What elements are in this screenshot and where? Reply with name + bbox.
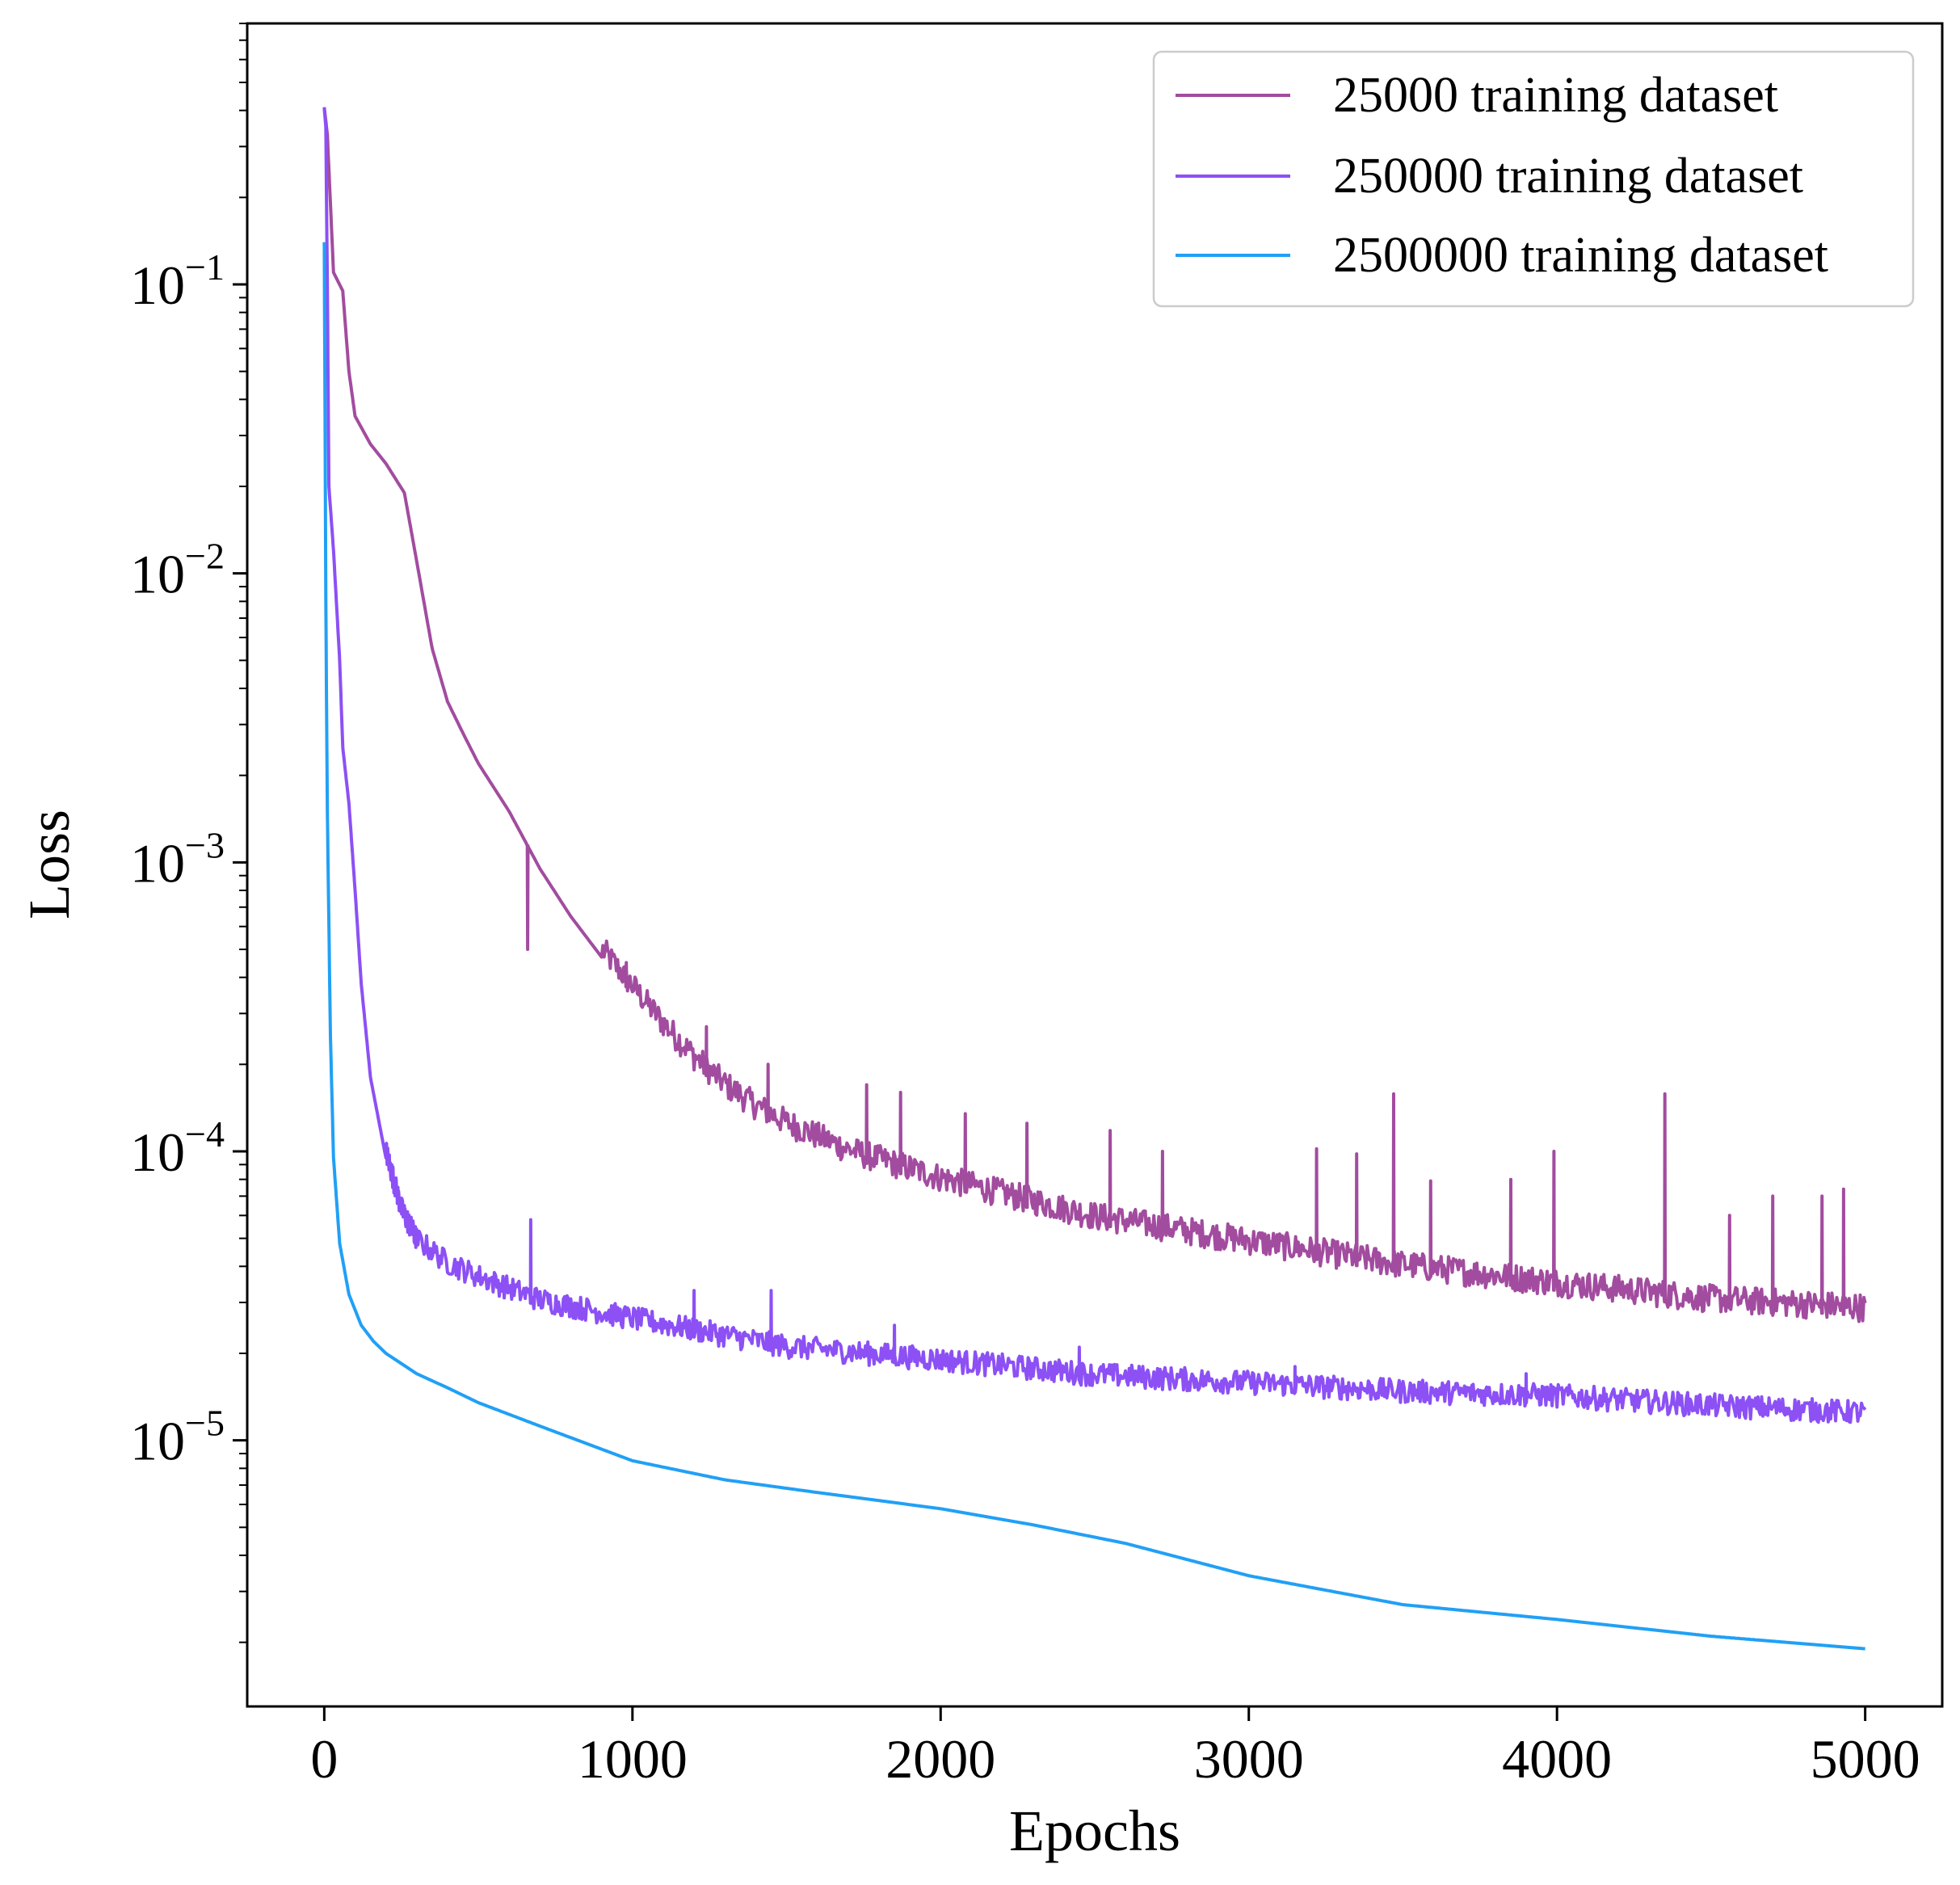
y-tick-label: 10−4 xyxy=(130,1113,225,1183)
series-line-2500000 xyxy=(322,242,1866,1651)
series-line-250000 xyxy=(322,107,1867,1424)
x-axis: 0 1000 2000 3000 4000 5000 xyxy=(310,1706,1920,1790)
legend-label-250000: 250000 training dataset xyxy=(1333,149,1803,204)
x-tick-label: 0 xyxy=(310,1728,338,1790)
series-layer xyxy=(322,107,1867,1651)
y-tick-label: 10−1 xyxy=(130,246,225,316)
legend-frame xyxy=(1152,50,1915,308)
y-axis-title: Loss xyxy=(17,810,82,919)
legend: 25000 training dataset 250000 training d… xyxy=(1152,50,1915,308)
y-tick-label: 10−2 xyxy=(130,536,225,605)
x-axis-title: Epochs xyxy=(1009,1799,1180,1863)
x-tick-label: 1000 xyxy=(578,1728,688,1790)
y-axis: 10−1 10−2 10−3 10−4 10−5 xyxy=(130,23,247,1643)
x-tick-label: 3000 xyxy=(1194,1728,1304,1790)
plot-frame xyxy=(246,22,1944,1708)
y-tick-label: 10−5 xyxy=(130,1403,225,1472)
legend-label-2500000: 2500000 training dataset xyxy=(1333,228,1828,283)
x-tick-label: 4000 xyxy=(1502,1728,1612,1790)
series-line-25000 xyxy=(322,107,1867,1323)
y-tick-label: 10−3 xyxy=(130,824,225,894)
legend-label-25000: 25000 training dataset xyxy=(1333,68,1778,123)
x-tick-label: 2000 xyxy=(885,1728,995,1790)
x-tick-label: 5000 xyxy=(1811,1728,1920,1790)
